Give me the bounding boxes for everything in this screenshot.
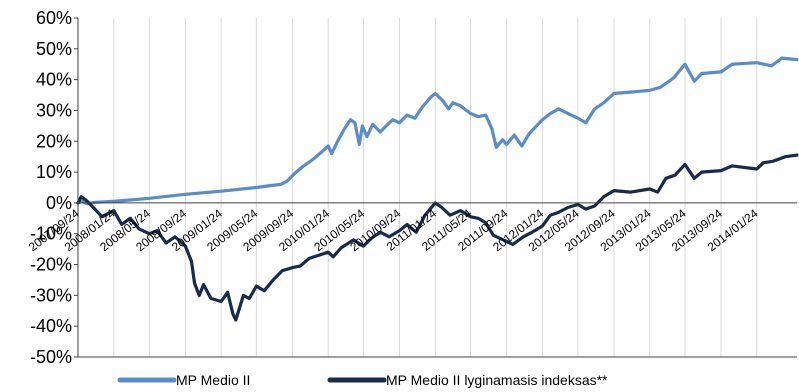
series-line-0 — [76, 56, 799, 206]
grid — [77, 18, 758, 357]
legend-label-0: MP Medio II — [176, 372, 250, 388]
legend: MP Medio II MP Medio II lyginamasis indek… — [117, 372, 608, 388]
series-line-1 — [76, 153, 799, 322]
y-tick-label: -50% — [30, 347, 72, 367]
series-layer — [76, 56, 799, 322]
y-tick-label: -30% — [30, 285, 72, 305]
y-tick-label: 60% — [36, 8, 72, 28]
y-tick-label: -10% — [30, 224, 72, 244]
y-tick-label: 30% — [36, 100, 72, 120]
y-tick-label: 50% — [36, 39, 72, 59]
y-tick-label: -40% — [30, 316, 72, 336]
y-tick-label: 20% — [36, 131, 72, 151]
y-tick-label: 10% — [36, 162, 72, 182]
axes: 60% 50% 40% 30% 20% 10% 0% -10% -20% -30% -40% -50%… — [26, 8, 797, 367]
y-tick-label: -20% — [30, 255, 72, 275]
legend-label-1: MP Medio II lyginamasis indeksas** — [386, 372, 608, 388]
y-tick-label: 40% — [36, 70, 72, 90]
y-tick-label: 0% — [46, 193, 72, 213]
